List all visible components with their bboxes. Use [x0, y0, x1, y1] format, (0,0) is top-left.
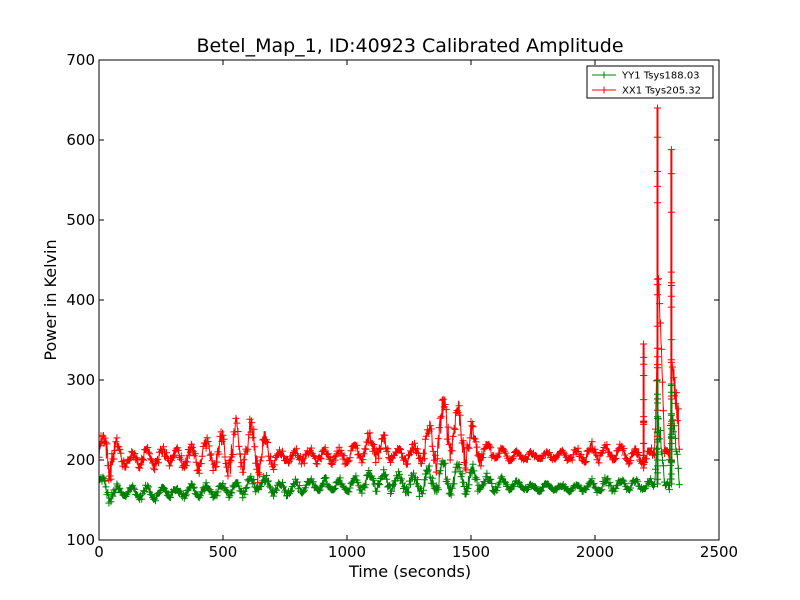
y-tick-label: 600	[66, 131, 95, 149]
x-tick-label: 2500	[700, 543, 738, 561]
spike	[640, 340, 648, 472]
spike	[667, 380, 675, 488]
series-xx1	[99, 275, 683, 487]
x-tick-label: 1000	[328, 543, 366, 561]
x-axis-label: Time (seconds)	[348, 562, 471, 581]
series-yy1	[99, 415, 683, 507]
y-axis-label: Power in Kelvin	[41, 239, 60, 360]
y-tick-label: 400	[66, 291, 95, 309]
legend-label: YY1 Tsys188.03	[621, 71, 700, 82]
legend-box	[586, 65, 714, 99]
axis-ticks: 0 500 1000 1500 2000 2500 100 200 300 400 500 600 70…	[66, 51, 738, 561]
y-tick-label: 100	[66, 531, 95, 549]
y-tick-label: 300	[66, 371, 95, 389]
y-tick-label: 200	[66, 451, 95, 469]
series-markers	[99, 275, 683, 487]
chart-title: Betel_Map_1, ID:40923 Calibrated Amplitu…	[196, 35, 623, 57]
y-tick-label: 700	[66, 51, 95, 69]
legend: YY1 Tsys188.03 XX1 Tsys205.32	[586, 65, 714, 99]
legend-label: XX1 Tsys205.32	[622, 86, 701, 97]
legend-item: XX1 Tsys205.32	[592, 86, 701, 97]
x-tick-label: 0	[94, 543, 104, 561]
y-tick-label: 500	[66, 211, 95, 229]
x-tick-label: 1500	[452, 543, 490, 561]
plot-frame	[98, 59, 720, 541]
spike	[653, 376, 661, 488]
legend-item: YY1 Tsys188.03	[592, 71, 700, 82]
plot-area	[99, 104, 683, 507]
series-markers	[99, 415, 683, 507]
x-tick-label: 2000	[576, 543, 614, 561]
x-tick-label: 500	[209, 543, 238, 561]
